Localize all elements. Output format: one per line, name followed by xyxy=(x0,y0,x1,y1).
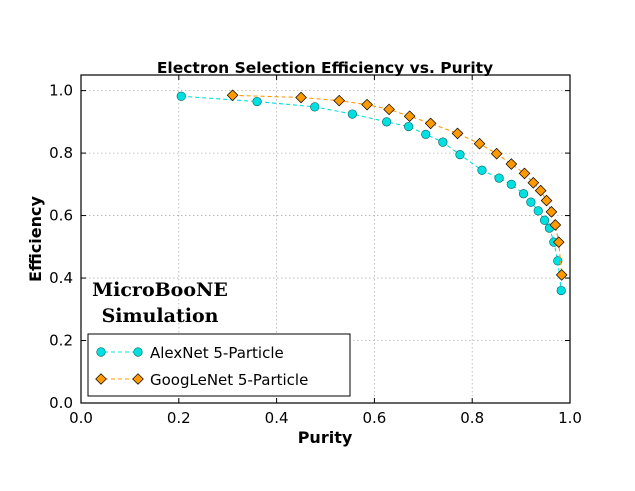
data-point-googlenet xyxy=(226,89,239,102)
legend-label-googlenet: GoogLeNet 5-Particle xyxy=(150,371,308,389)
data-point-googlenet xyxy=(545,206,558,218)
x-tick-label: 0.0 xyxy=(69,409,93,427)
data-point-alexnet xyxy=(252,96,262,107)
legend-box xyxy=(87,333,351,397)
data-point-googlenet xyxy=(383,103,395,116)
y-tick-label: 0.0 xyxy=(49,394,73,412)
data-point-alexnet xyxy=(556,285,566,296)
data-point-googlenet xyxy=(518,167,531,180)
x-tick-label: 0.4 xyxy=(265,409,289,427)
data-point-googlenet xyxy=(333,94,345,107)
data-series xyxy=(176,89,568,296)
data-point-alexnet xyxy=(526,197,536,207)
legend-marker-googlenet xyxy=(95,373,107,385)
y-axis-label: Efficiency xyxy=(26,195,45,281)
data-point-alexnet xyxy=(310,102,320,112)
data-point-googlenet xyxy=(473,137,486,150)
legend-label-alexnet: AlexNet 5-Particle xyxy=(150,344,284,362)
data-point-alexnet xyxy=(494,173,504,183)
legend: AlexNet 5-Particle GoogLeNet 5-Particle xyxy=(87,333,351,397)
x-tick-label: 0.8 xyxy=(460,409,484,427)
data-point-alexnet xyxy=(347,109,357,119)
data-point-googlenet xyxy=(451,127,464,140)
legend-marker-googlenet xyxy=(132,373,144,385)
y-tick-label: 0.2 xyxy=(49,332,73,350)
data-point-alexnet xyxy=(518,189,529,199)
data-point-googlenet xyxy=(505,158,518,170)
data-point-googlenet xyxy=(534,184,547,197)
legend-marker-alexnet xyxy=(133,347,143,357)
data-point-googlenet xyxy=(549,219,562,231)
data-point-alexnet xyxy=(438,137,448,147)
data-point-googlenet xyxy=(555,269,568,281)
legend-marker-alexnet xyxy=(96,347,106,357)
plot-frame xyxy=(80,74,571,404)
data-point-googlenet xyxy=(540,194,553,207)
data-point-googlenet xyxy=(527,176,540,189)
y-tick-label: 0.4 xyxy=(49,269,73,287)
data-point-googlenet xyxy=(403,110,416,123)
data-point-alexnet xyxy=(506,179,516,189)
series-line-alexnet xyxy=(181,95,562,291)
y-tick-label: 0.6 xyxy=(49,207,73,225)
data-point-alexnet xyxy=(553,256,563,266)
x-tick-label: 0.6 xyxy=(362,409,386,427)
data-point-alexnet xyxy=(477,165,487,175)
data-point-alexnet xyxy=(539,215,550,225)
data-point-googlenet xyxy=(361,98,373,111)
data-point-alexnet xyxy=(421,129,431,139)
x-tick-label: 0.2 xyxy=(167,409,191,427)
y-tick-label: 0.8 xyxy=(49,144,73,162)
data-point-alexnet xyxy=(404,121,414,132)
x-tick-label: 1.0 xyxy=(558,409,582,427)
x-axis-label: Purity xyxy=(298,428,353,447)
chart-title: Electron Selection Efficiency vs. Purity xyxy=(157,59,493,77)
data-point-googlenet xyxy=(424,117,437,130)
data-point-googlenet xyxy=(490,147,503,160)
data-point-alexnet xyxy=(176,91,186,101)
y-tick-label: 1.0 xyxy=(49,82,73,100)
data-point-alexnet xyxy=(455,150,465,160)
annotation-line-2: Simulation xyxy=(102,305,219,327)
data-point-googlenet xyxy=(552,236,565,248)
axis-ticks: 0.0 0.2 0.4 0.6 0.8 1.0 0.0 0.2 0.4 0.6 0.8 1.0 xyxy=(49,75,582,427)
data-point-alexnet xyxy=(533,206,543,216)
data-point-googlenet xyxy=(295,91,307,104)
annotation-line-1: MicroBooNE xyxy=(92,279,228,301)
data-point-alexnet xyxy=(382,117,392,127)
